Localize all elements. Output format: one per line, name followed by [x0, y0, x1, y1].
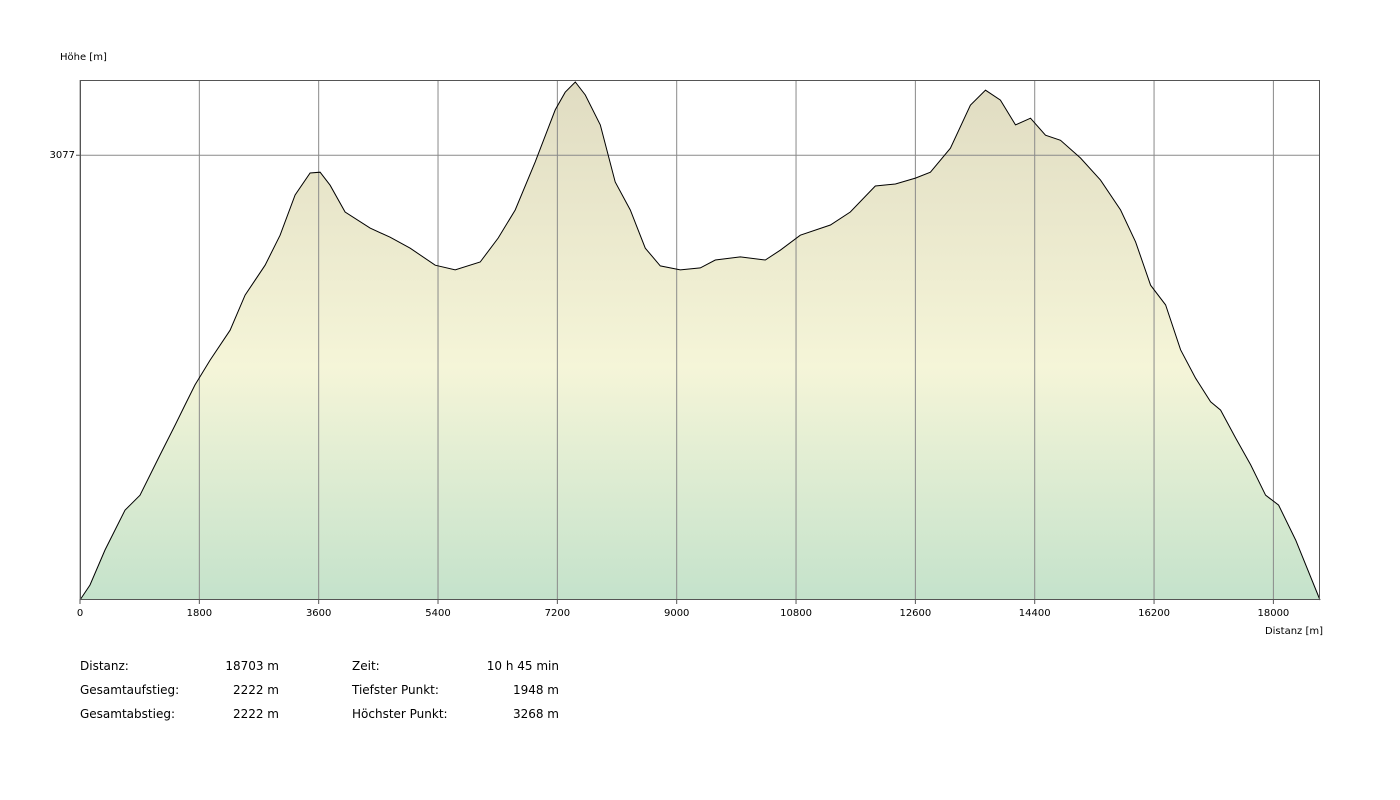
- summary-label: Gesamtaufstieg:: [80, 683, 180, 697]
- x-tick-label: 16200: [1138, 608, 1170, 619]
- summary-value: 3268 m: [512, 707, 559, 721]
- x-tick-label: 10800: [780, 608, 812, 619]
- summary-value: 2222 m: [232, 683, 279, 697]
- x-tick-label: 3600: [306, 608, 331, 619]
- x-tick-label: 12600: [899, 608, 931, 619]
- summary-value: 10 h 45 min: [486, 659, 559, 673]
- summary-value: 18703 m: [225, 659, 279, 673]
- x-tick-label: 7200: [545, 608, 570, 619]
- summary-value: 2222 m: [232, 707, 279, 721]
- x-tick-label: 5400: [425, 608, 450, 619]
- x-tick-label: 14400: [1019, 608, 1051, 619]
- plot-border: [80, 80, 1320, 600]
- x-tick-label: 1800: [187, 608, 212, 619]
- summary-label: Gesamtabstieg:: [80, 707, 175, 721]
- y-tick-label: 3077: [50, 150, 75, 161]
- x-tick-label: 0: [77, 608, 83, 619]
- area-fill: [80, 82, 1320, 600]
- elevation-line: [79, 81, 1321, 601]
- summary-label: Zeit:: [352, 659, 380, 673]
- x-tick-label: 9000: [664, 608, 689, 619]
- summary-label: Höchster Punkt:: [352, 707, 448, 721]
- summary-label: Distanz:: [80, 659, 129, 673]
- summary-label: Tiefster Punkt:: [352, 683, 439, 697]
- x-axis-label: Distanz [m]: [1265, 626, 1323, 637]
- y-axis-label: Höhe [m]: [60, 52, 107, 63]
- summary-value: 1948 m: [512, 683, 559, 697]
- x-tick-label: 18000: [1257, 608, 1289, 619]
- chart: Höhe [m] Distanz [m] 0 1800 3600 5400 7200 90…: [50, 52, 1324, 637]
